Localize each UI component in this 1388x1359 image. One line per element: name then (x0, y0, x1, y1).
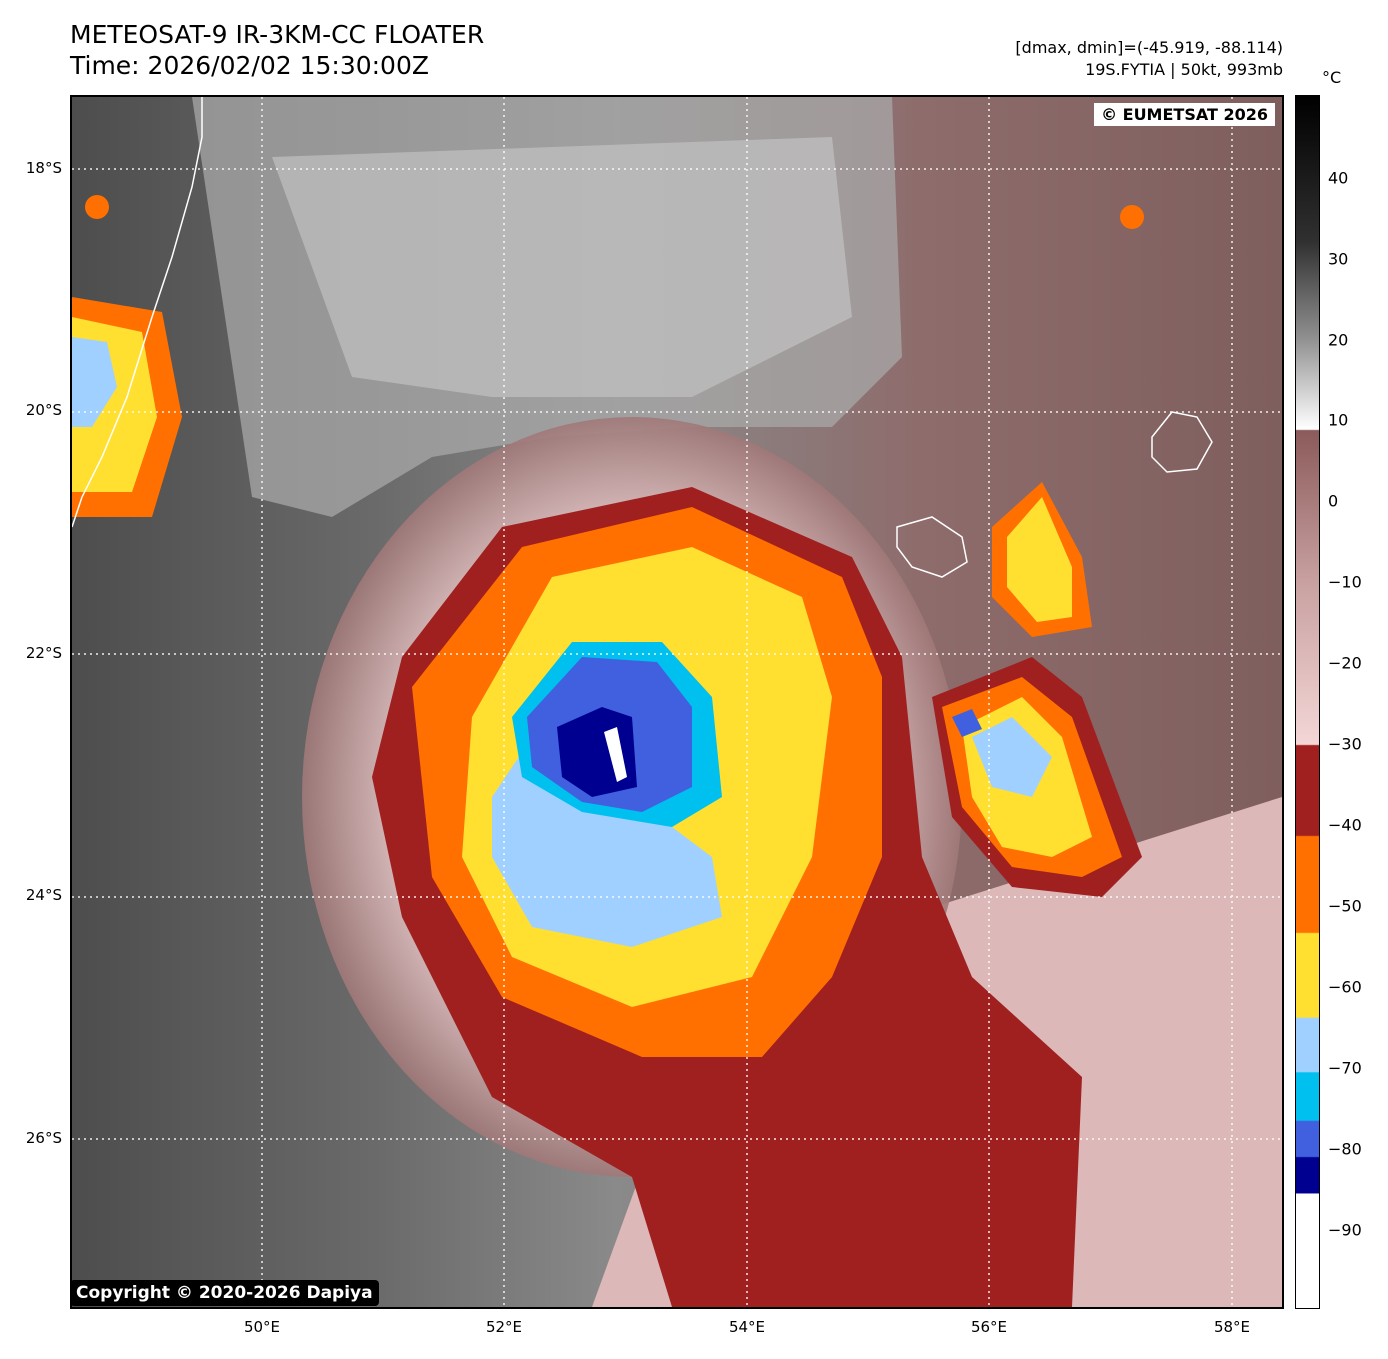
colorbar-tick: −40 (1328, 815, 1362, 835)
colorbar-tick: −80 (1328, 1139, 1362, 1159)
colorbar-tick: 0 (1328, 491, 1339, 511)
colorbar (1295, 95, 1320, 1309)
lat-label-22s: 22°S (25, 644, 62, 662)
satellite-imagery (72, 97, 1282, 1307)
colorbar-tick: 10 (1328, 410, 1349, 430)
satellite-map (70, 95, 1284, 1309)
lon-label-58e: 58°E (1213, 1318, 1251, 1336)
storm-info-text: 19S.FYTIA | 50kt, 993mb (1085, 60, 1283, 79)
colorbar-tick: 40 (1328, 168, 1349, 188)
colorbar-tick: −30 (1328, 734, 1362, 754)
lat-label-18s: 18°S (25, 159, 62, 177)
lon-label-56e: 56°E (970, 1318, 1008, 1336)
storm-info-block: [dmax, dmin]=(-45.919, -88.114) 19S.FYTI… (1015, 37, 1283, 81)
colorbar-tick: −20 (1328, 653, 1362, 673)
lat-label-26s: 26°S (25, 1129, 62, 1147)
colorbar-tick: −50 (1328, 896, 1362, 916)
copyright-badge: Copyright © 2020-2026 Dapiya (70, 1280, 379, 1306)
colorbar-tick: −60 (1328, 977, 1362, 997)
lon-label-50e: 50°E (243, 1318, 281, 1336)
colorbar-tick: 30 (1328, 249, 1349, 269)
gridlines (72, 97, 1282, 1307)
lat-label-24s: 24°S (25, 886, 62, 904)
eumetsat-credit: © EUMETSAT 2026 (1094, 103, 1275, 126)
colorbar-tick: −70 (1328, 1058, 1362, 1078)
colorbar-tick: 20 (1328, 330, 1349, 350)
lat-label-20s: 20°S (25, 401, 62, 419)
chart-title: METEOSAT-9 IR-3KM-CC FLOATER (70, 20, 485, 49)
lon-label-52e: 52°E (485, 1318, 523, 1336)
colorbar-tick: −10 (1328, 572, 1362, 592)
colorbar-unit: °C (1322, 68, 1342, 87)
colorbar-tick: −90 (1328, 1220, 1362, 1240)
chart-time: Time: 2026/02/02 15:30:00Z (70, 51, 429, 80)
lon-label-54e: 54°E (728, 1318, 766, 1336)
data-range-text: [dmax, dmin]=(-45.919, -88.114) (1015, 38, 1283, 57)
